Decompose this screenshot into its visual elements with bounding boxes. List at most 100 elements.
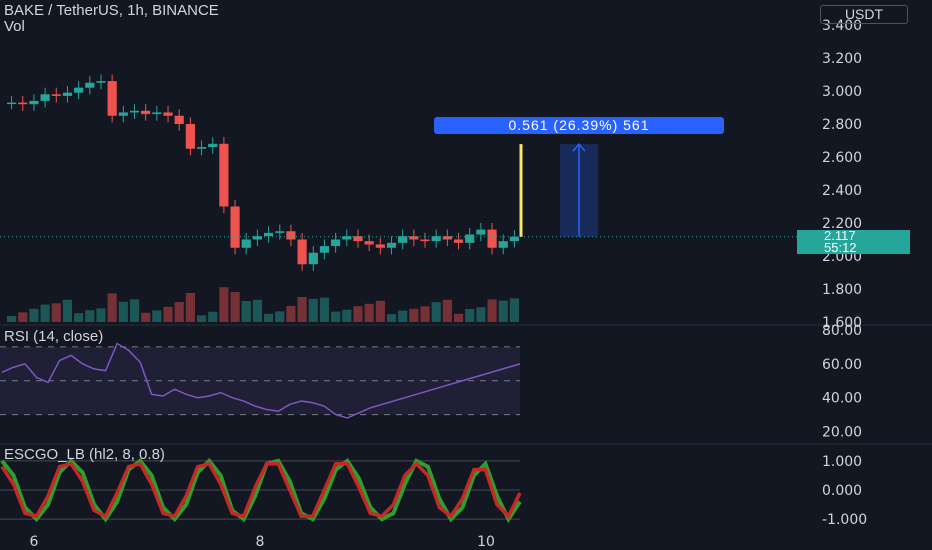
- rsi-axis-tick: 20.00: [822, 425, 862, 441]
- volume-bar: [174, 302, 184, 322]
- price-axis-tick: 1.800: [822, 282, 862, 298]
- volume-bar: [331, 311, 341, 322]
- candle: [331, 239, 341, 247]
- volume-bar: [353, 306, 363, 322]
- candle: [185, 124, 195, 149]
- symbol-title: BAKE / TetherUS, 1h, BINANCE: [4, 2, 219, 19]
- candle: [286, 231, 296, 240]
- volume-bar: [498, 300, 508, 322]
- candle: [107, 81, 117, 116]
- price-axis-tick: 2.800: [822, 117, 862, 133]
- volume-bar: [442, 299, 452, 322]
- candle: [18, 102, 28, 105]
- candle: [509, 236, 519, 242]
- candle: [152, 112, 162, 115]
- volume-bar: [465, 309, 475, 322]
- volume-bar: [252, 299, 262, 322]
- oscillator-line: [0, 457, 522, 524]
- volume-bar: [96, 308, 106, 322]
- candle: [163, 112, 173, 116]
- candle: [174, 115, 184, 124]
- candle: [342, 236, 352, 240]
- volume-bar: [241, 301, 251, 322]
- candle: [398, 236, 408, 243]
- volume-bar: [51, 303, 61, 322]
- candle: [7, 102, 17, 105]
- volume-bar: [264, 313, 274, 322]
- candle: [230, 206, 240, 248]
- candle: [40, 94, 50, 101]
- measure-arrow-head: [572, 142, 586, 152]
- time-axis-tick: 8: [256, 534, 265, 550]
- rsi-axis-tick: 40.00: [822, 391, 862, 407]
- volume-bar: [196, 315, 207, 322]
- rsi-axis-tick: 60.00: [822, 357, 862, 373]
- candle: [129, 110, 140, 113]
- candle: [420, 239, 430, 242]
- volume-bar: [319, 297, 330, 322]
- candle: [96, 81, 106, 83]
- candle: [51, 94, 61, 96]
- volume-bar: [230, 292, 240, 322]
- volume-bar: [141, 312, 151, 322]
- candle: [353, 236, 363, 242]
- rsi-line: [1, 342, 521, 419]
- last-price-value: 2.117: [824, 228, 856, 243]
- candle: [409, 236, 419, 240]
- volume-bar: [509, 298, 519, 322]
- volume-bar: [152, 310, 162, 322]
- candle: [487, 229, 497, 248]
- volume-bar: [275, 311, 285, 322]
- candle: [29, 100, 39, 105]
- oscillator-axis-tick: -1.000: [822, 512, 867, 528]
- volume-bar: [476, 307, 486, 322]
- candle: [386, 242, 397, 248]
- volume-bar: [286, 306, 296, 322]
- volume-bar: [409, 308, 419, 322]
- volume-bar: [219, 287, 229, 322]
- candle: [275, 231, 285, 233]
- volume-bar: [74, 313, 84, 322]
- price-axis-tick: 1.600: [822, 315, 862, 331]
- candle: [252, 236, 262, 240]
- oscillator-line: [0, 461, 522, 520]
- oscillator-axis-tick: 1.000: [822, 454, 862, 470]
- price-axis-tick: 3.200: [822, 51, 862, 67]
- candle: [364, 241, 374, 245]
- candle: [431, 236, 441, 242]
- price-axis-tick: 2.400: [822, 183, 862, 199]
- volume-bar: [431, 302, 441, 322]
- candle: [62, 92, 73, 96]
- candle: [264, 232, 274, 237]
- price-axis-tick: 3.400: [822, 18, 862, 34]
- volume-bar: [62, 299, 73, 322]
- volume-bar: [342, 309, 352, 322]
- volume-bar: [297, 297, 307, 322]
- last-price-tag: 2.117 55:12: [797, 228, 910, 255]
- currency-button[interactable]: USDT: [820, 5, 908, 24]
- candle: [465, 234, 475, 243]
- volume-bar: [7, 316, 17, 322]
- volume-bar: [85, 310, 95, 322]
- volume-bar: [118, 301, 128, 322]
- candle: [196, 147, 207, 149]
- volume-bar: [208, 311, 218, 322]
- volume-bar: [386, 314, 397, 322]
- candle: [208, 143, 218, 148]
- volume-bar: [107, 293, 117, 322]
- volume-bar: [163, 306, 173, 322]
- volume-bar: [18, 312, 28, 322]
- price-axis-tick: 2.200: [822, 216, 862, 232]
- price-axis-tick: 3.000: [822, 84, 862, 100]
- candle: [442, 236, 452, 240]
- candle: [85, 82, 95, 88]
- candle: [319, 246, 330, 253]
- candle: [476, 229, 486, 235]
- bar-countdown: 55:12: [824, 240, 857, 255]
- oscillator-axis-tick: 0.000: [822, 483, 862, 499]
- volume-bar: [375, 300, 385, 322]
- candle: [74, 87, 84, 93]
- rsi-title: RSI (14, close): [4, 328, 104, 345]
- volume-bar: [487, 299, 497, 322]
